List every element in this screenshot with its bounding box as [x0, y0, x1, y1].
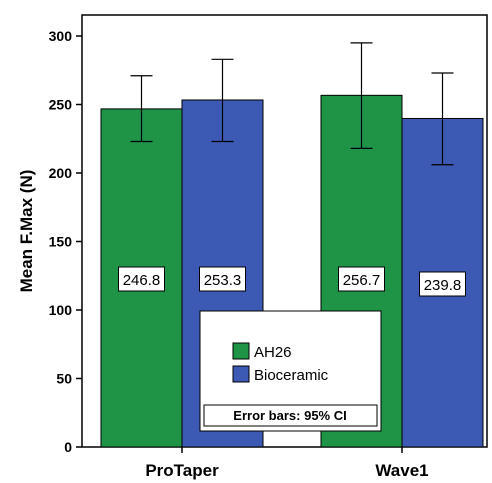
- data-label-wave1-bioceramic: 239.8: [424, 277, 462, 294]
- bars-group: 246.8 253.3 256.7 239.8: [100, 42, 484, 448]
- data-label-wave1-ah26: 256.7: [343, 272, 381, 289]
- x-axis: ProTaper Wave1: [145, 447, 429, 480]
- x-tick-label-protaper: ProTaper: [145, 461, 219, 480]
- error-bar-note-box: [203, 404, 378, 427]
- y-tick-label-250: 250: [49, 97, 73, 113]
- data-label-protaper-bioceramic: 253.3: [204, 272, 242, 289]
- y-tick-label-200: 200: [49, 165, 73, 181]
- data-label-protaper-ah26: 246.8: [123, 272, 161, 289]
- x-tick-label-wave1: Wave1: [375, 461, 428, 480]
- y-axis: 0 50 100 150 200 250 300: [49, 28, 82, 455]
- y-axis-title: Mean F.Max (N): [17, 170, 36, 293]
- legend: AH26 Bioceramic Error bars: 95% CI: [199, 310, 382, 432]
- y-tick-label-300: 300: [49, 28, 73, 44]
- data-label-box-protaper-bioceramic: [199, 266, 246, 292]
- y-tick-label-150: 150: [49, 234, 73, 250]
- error-bar-note: Error bars: 95% CI: [233, 408, 346, 423]
- legend-swatch-ah26: [232, 342, 250, 360]
- data-label-box-wave1-ah26: [338, 266, 385, 292]
- y-tick-label-0: 0: [64, 439, 72, 455]
- y-tick-label-50: 50: [56, 371, 72, 387]
- legend-label-bioceramic: Bioceramic: [254, 367, 329, 384]
- legend-swatch-bioceramic: [232, 365, 250, 383]
- legend-label-ah26: AH26: [254, 344, 292, 361]
- data-label-box-protaper-ah26: [118, 266, 165, 292]
- y-tick-label-100: 100: [49, 302, 73, 318]
- data-label-box-wave1-bioceramic: [419, 271, 466, 297]
